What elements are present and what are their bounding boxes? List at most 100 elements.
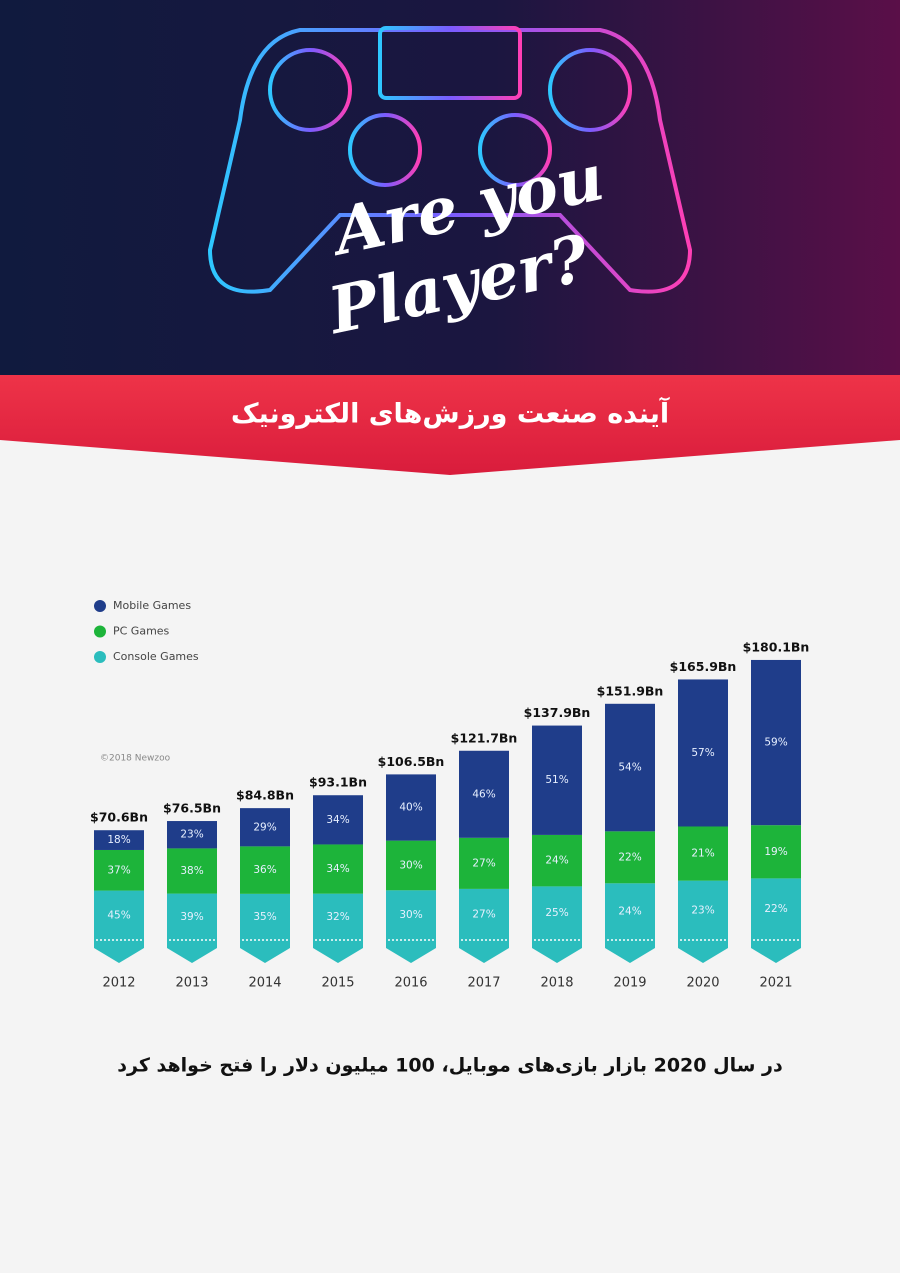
x-tick-label: 2018 bbox=[540, 976, 573, 991]
total-label: $93.1Bn bbox=[309, 775, 367, 790]
x-tick-label: 2013 bbox=[175, 976, 208, 991]
bar-segment bbox=[532, 725, 582, 835]
segment-label: 51% bbox=[545, 774, 568, 786]
total-label: $121.7Bn bbox=[451, 730, 518, 745]
segment-label: 21% bbox=[691, 848, 714, 860]
bar-arrow bbox=[386, 940, 436, 963]
x-tick-label: 2012 bbox=[102, 976, 135, 991]
segment-label: 30% bbox=[399, 859, 422, 871]
bar-segment bbox=[386, 774, 436, 841]
bar-arrow bbox=[751, 940, 801, 963]
segment-label: 29% bbox=[253, 821, 276, 833]
bar-arrow bbox=[167, 940, 217, 963]
segment-label: 19% bbox=[764, 846, 787, 858]
segment-label: 24% bbox=[618, 906, 641, 918]
segment-label: 23% bbox=[180, 829, 203, 841]
segment-label: 37% bbox=[107, 864, 130, 876]
bar-segment bbox=[459, 837, 509, 889]
bar-segment bbox=[751, 825, 801, 879]
bar-segment bbox=[240, 846, 290, 894]
segment-label: 30% bbox=[399, 909, 422, 921]
legend-swatch bbox=[94, 651, 106, 663]
segment-label: 22% bbox=[764, 903, 787, 915]
segment-label: 57% bbox=[691, 747, 714, 759]
total-label: $70.6Bn bbox=[90, 810, 148, 825]
total-label: $137.9Bn bbox=[524, 705, 591, 720]
legend-label: PC Games bbox=[113, 625, 170, 638]
bar-arrow bbox=[313, 940, 363, 963]
total-label: $106.5Bn bbox=[378, 754, 445, 769]
bar-segment bbox=[386, 890, 436, 940]
segment-label: 59% bbox=[764, 737, 787, 749]
segment-label: 18% bbox=[107, 834, 130, 846]
bar-arrow bbox=[605, 940, 655, 963]
bar-segment bbox=[532, 886, 582, 940]
total-label: $76.5Bn bbox=[163, 801, 221, 816]
controller bbox=[207, 26, 693, 294]
x-tick-label: 2015 bbox=[321, 976, 354, 991]
total-label: $180.1Bn bbox=[743, 639, 810, 654]
legend-label: Console Games bbox=[113, 650, 199, 663]
legend-swatch bbox=[94, 625, 106, 638]
total-label: $84.8Bn bbox=[236, 788, 294, 803]
banner-bg bbox=[0, 0, 900, 375]
bar-segment bbox=[167, 848, 217, 894]
bar-segment bbox=[678, 679, 728, 827]
x-tick-label: 2019 bbox=[613, 976, 646, 991]
bar-segment bbox=[678, 880, 728, 940]
title-ribbon bbox=[0, 375, 900, 475]
bar-segment bbox=[240, 893, 290, 940]
bar-segment bbox=[532, 834, 582, 887]
x-tick-label: 2017 bbox=[467, 976, 500, 991]
bar-segment bbox=[240, 808, 290, 847]
x-tick-label: 2021 bbox=[759, 976, 792, 991]
total-label: $151.9Bn bbox=[597, 683, 664, 698]
bar-arrow bbox=[532, 940, 582, 963]
segment-label: 27% bbox=[472, 857, 495, 869]
segment-label: 22% bbox=[618, 851, 641, 863]
bar-segment bbox=[751, 878, 801, 940]
bar-segment bbox=[459, 750, 509, 838]
x-tick-label: 2020 bbox=[686, 976, 719, 991]
bar-segment bbox=[313, 844, 363, 894]
bar-segment bbox=[751, 659, 801, 826]
bar-segment bbox=[459, 888, 509, 940]
legend-swatch bbox=[94, 600, 106, 612]
bar-arrow bbox=[94, 940, 144, 963]
segment-label: 34% bbox=[326, 814, 349, 826]
bar-arrow bbox=[678, 940, 728, 963]
segment-label: 40% bbox=[399, 802, 422, 814]
bar-segment bbox=[94, 830, 144, 850]
bar-segment bbox=[167, 821, 217, 849]
bar-segment bbox=[167, 893, 217, 940]
bar-segment bbox=[94, 849, 144, 891]
x-tick-label: 2016 bbox=[394, 976, 427, 991]
bar-segment bbox=[313, 893, 363, 940]
segment-label: 45% bbox=[107, 909, 130, 921]
page-title: آینده صنعت ورزش‌های الکترونیک bbox=[231, 397, 670, 430]
bar-segment bbox=[386, 840, 436, 891]
segment-label: 34% bbox=[326, 863, 349, 875]
x-tick-label: 2014 bbox=[248, 976, 281, 991]
segment-label: 27% bbox=[472, 908, 495, 920]
bar-segment bbox=[678, 826, 728, 881]
segment-label: 54% bbox=[618, 762, 641, 774]
legend-label: Mobile Games bbox=[113, 599, 191, 612]
bar-arrow bbox=[240, 940, 290, 963]
segment-label: 38% bbox=[180, 865, 203, 877]
caption: در سال 2020 بازار بازی‌های موبایل، 100 م… bbox=[117, 1055, 783, 1077]
segment-label: 32% bbox=[326, 911, 349, 923]
bar-segment bbox=[605, 831, 655, 884]
segment-label: 46% bbox=[472, 788, 495, 800]
bar-segment bbox=[605, 883, 655, 940]
segment-label: 36% bbox=[253, 864, 276, 876]
total-label: $165.9Bn bbox=[670, 659, 737, 674]
segment-label: 23% bbox=[691, 904, 714, 916]
bar-arrow bbox=[459, 940, 509, 963]
bar-segment bbox=[605, 703, 655, 832]
chart-source: ©2018 Newzoo bbox=[100, 754, 171, 764]
segment-label: 24% bbox=[545, 855, 568, 867]
segment-label: 35% bbox=[253, 911, 276, 923]
